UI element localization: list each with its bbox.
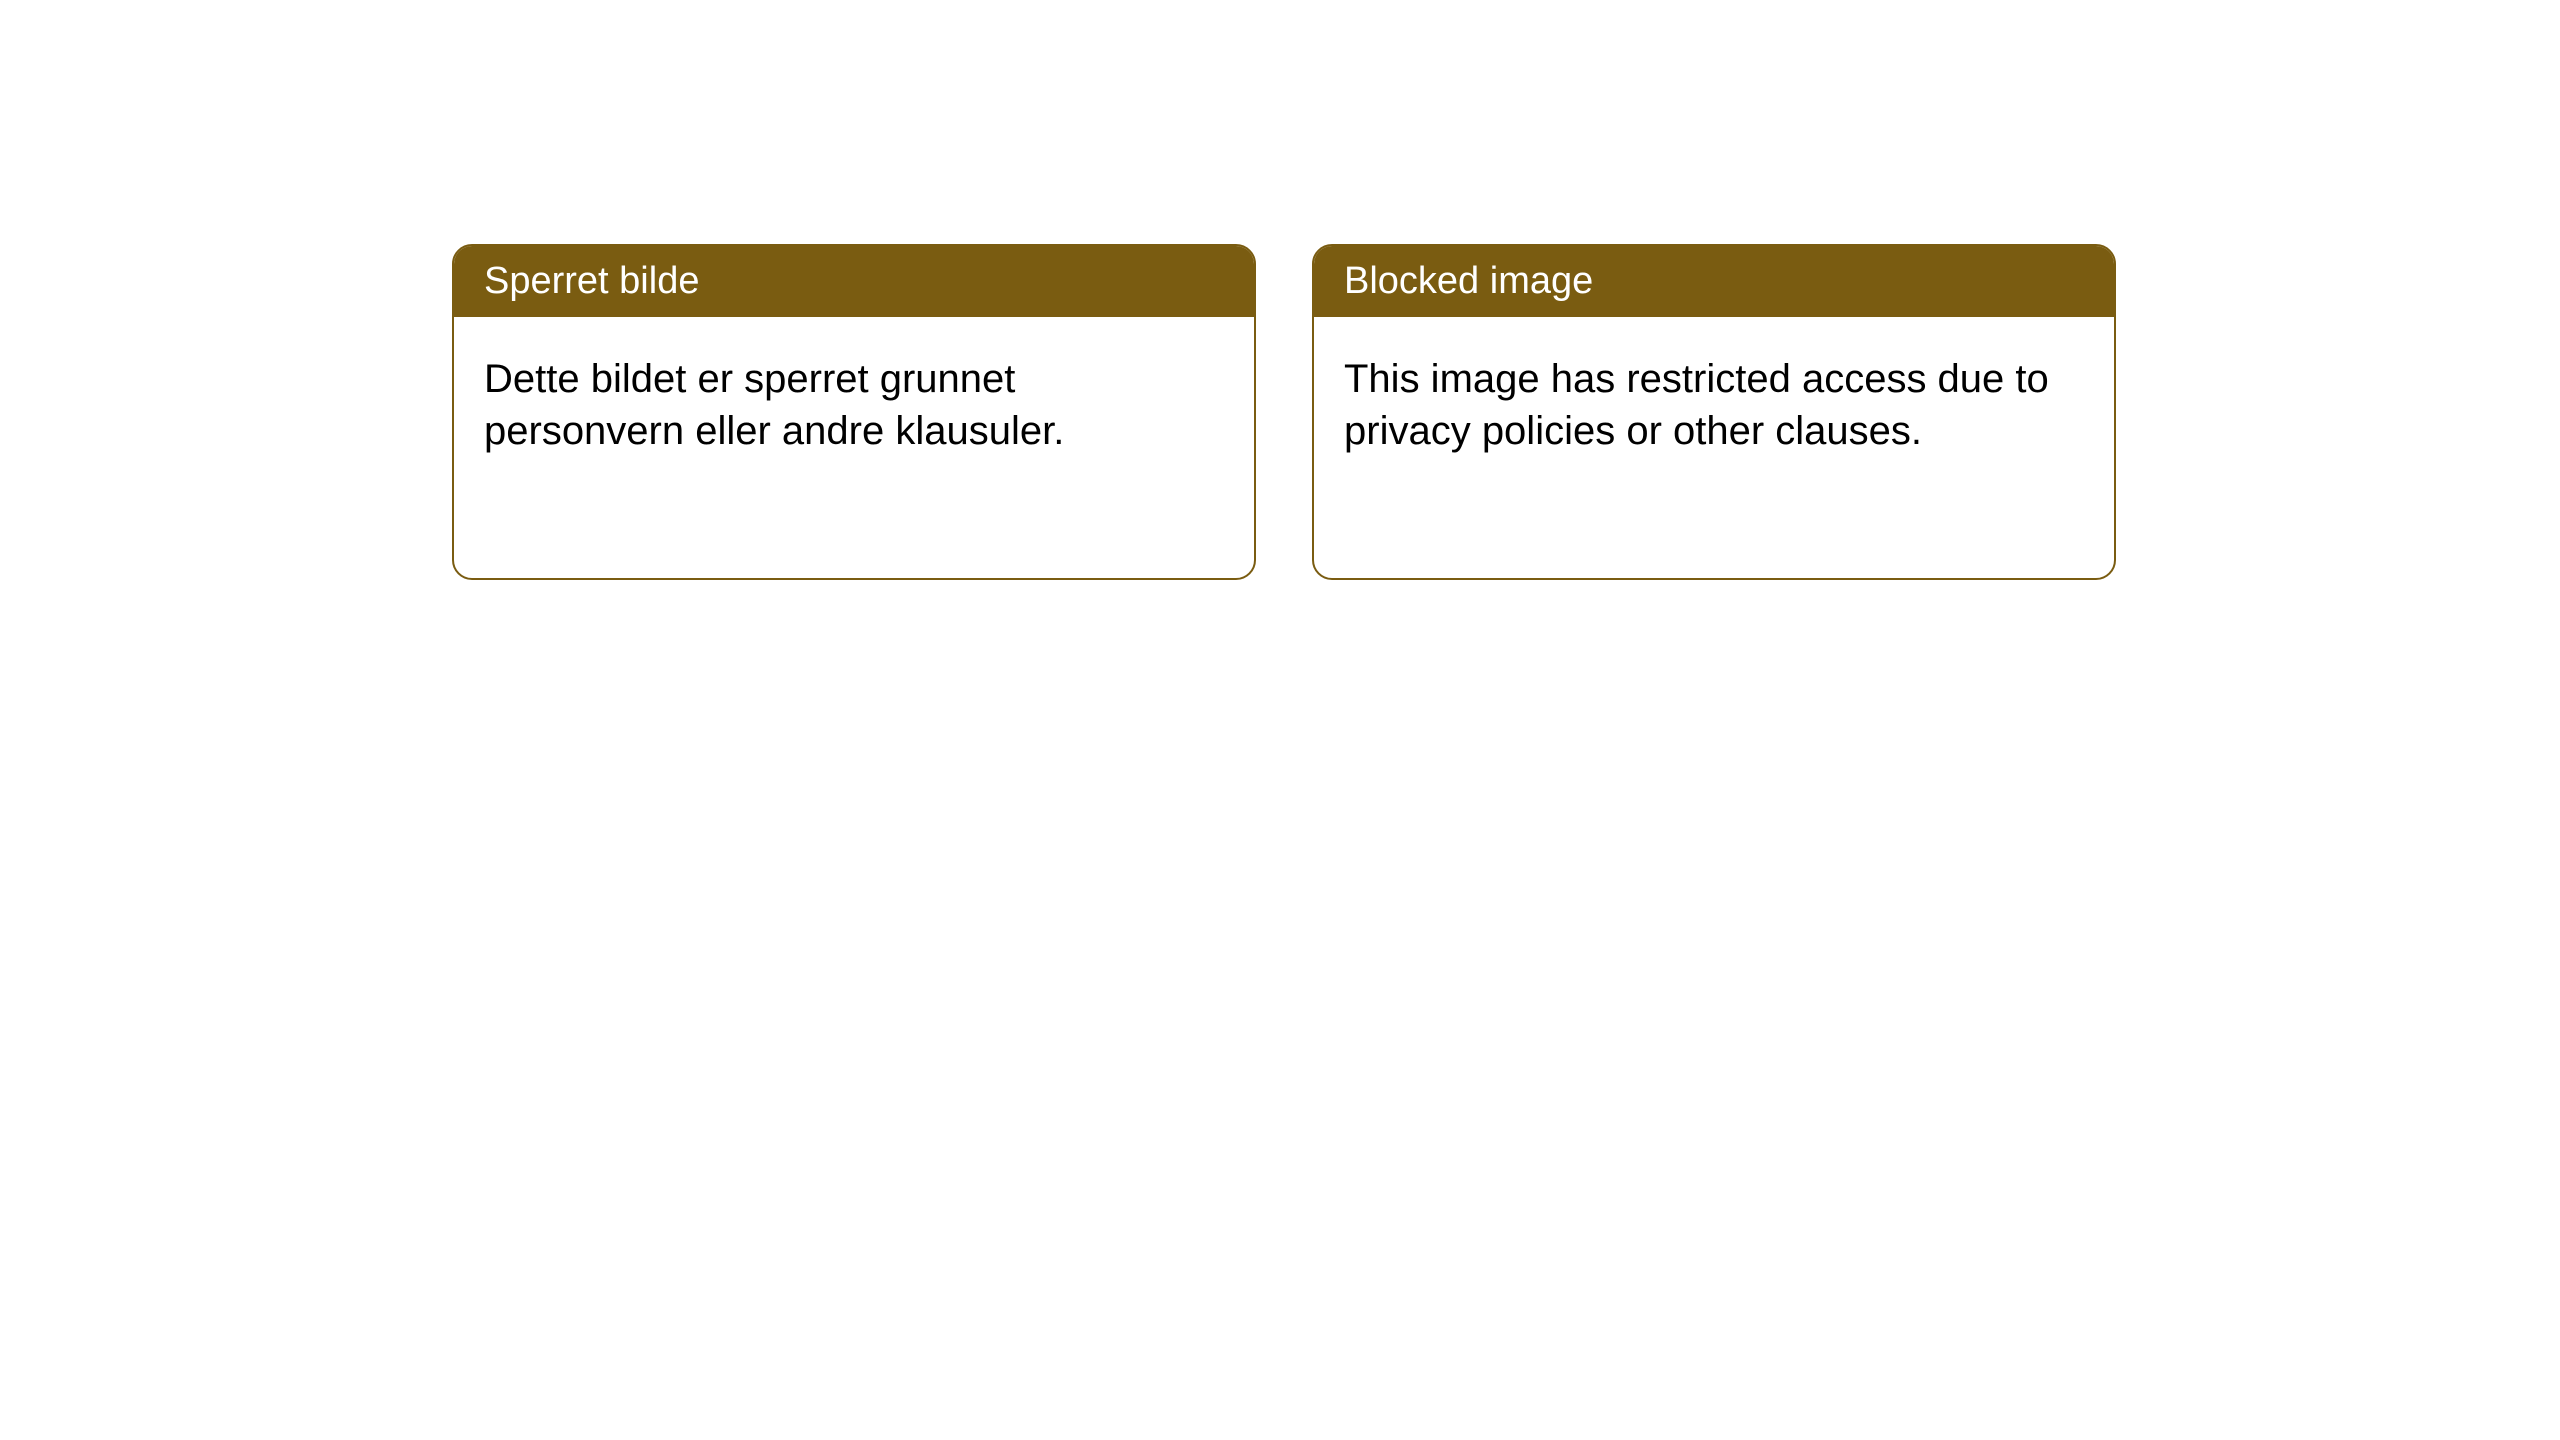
notice-title: Blocked image	[1344, 260, 1593, 302]
notice-header: Blocked image	[1314, 246, 2114, 317]
notice-title: Sperret bilde	[484, 260, 699, 302]
notice-card-norwegian: Sperret bilde Dette bildet er sperret gr…	[452, 244, 1256, 580]
notice-card-english: Blocked image This image has restricted …	[1312, 244, 2116, 580]
notice-body: Dette bildet er sperret grunnet personve…	[454, 317, 1254, 493]
notice-message: Dette bildet er sperret grunnet personve…	[484, 357, 1064, 453]
notice-body: This image has restricted access due to …	[1314, 317, 2114, 493]
notice-header: Sperret bilde	[454, 246, 1254, 317]
notice-container: Sperret bilde Dette bildet er sperret gr…	[452, 244, 2116, 580]
notice-message: This image has restricted access due to …	[1344, 357, 2049, 453]
